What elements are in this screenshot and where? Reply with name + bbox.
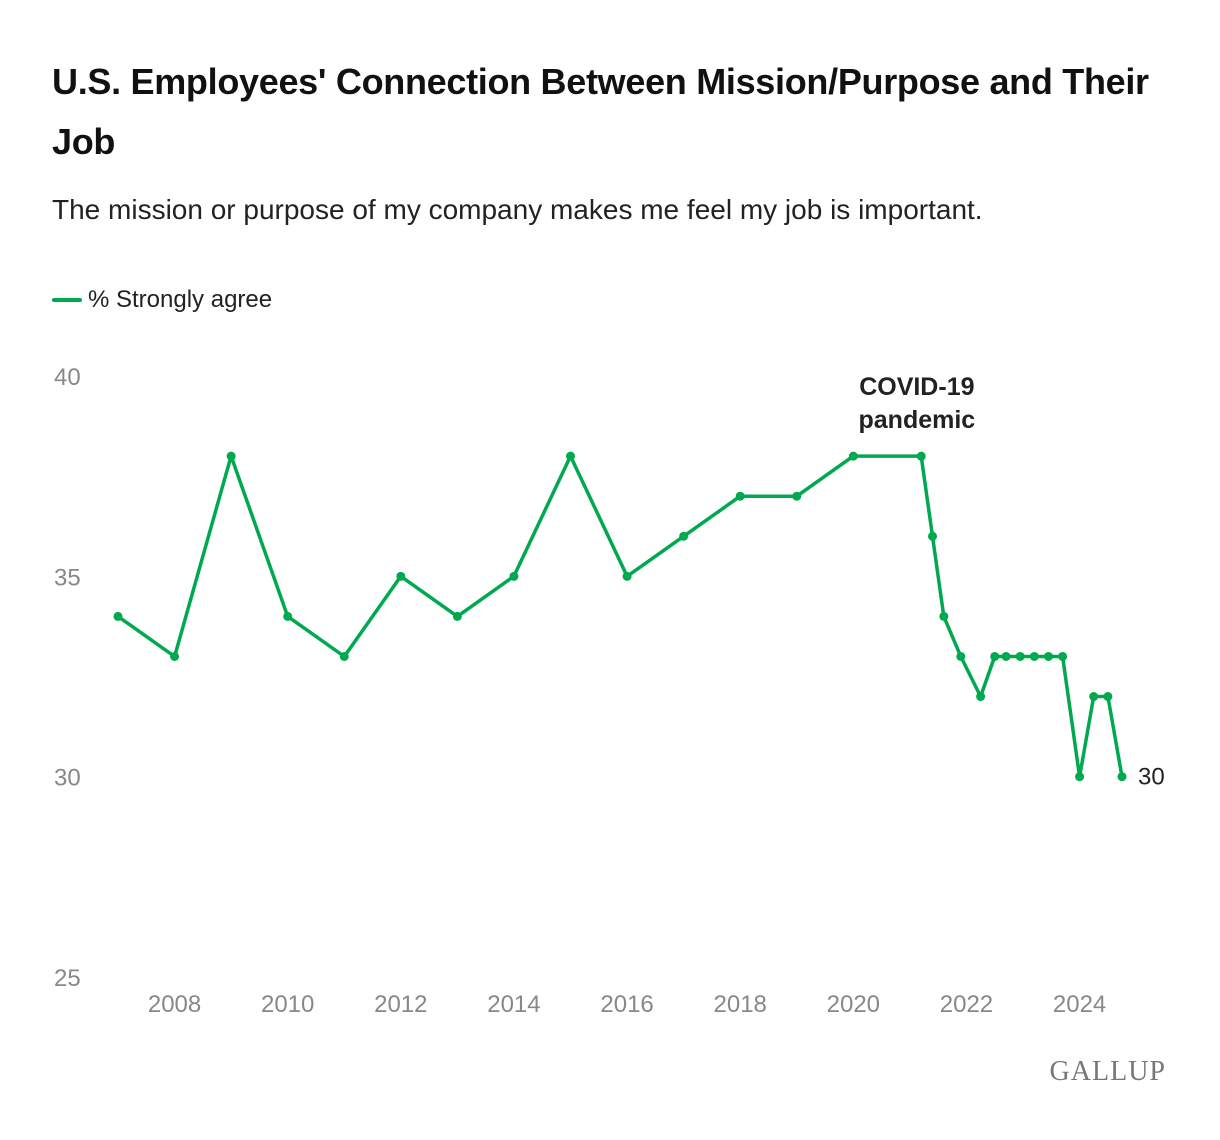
data-point [113,611,123,621]
data-point [283,611,293,621]
data-point [1075,772,1085,782]
data-point [956,651,966,661]
x-tick-label: 2022 [940,991,993,1018]
data-point [735,491,745,501]
annotation-line-1: COVID-19 [859,373,974,401]
x-tick-label: 2014 [487,991,540,1018]
data-point [990,651,1000,661]
data-point [226,451,236,461]
y-tick-label: 30 [54,765,81,792]
y-tick-label: 35 [54,564,81,591]
data-point [509,571,519,581]
y-tick-label: 40 [54,364,81,391]
annotation-line-2: pandemic [859,406,976,434]
data-point [976,692,986,702]
series-line [116,454,1124,779]
data-point [1117,772,1127,782]
data-point [622,571,632,581]
data-point [339,651,349,661]
gallup-logo: GALLUP [1049,1056,1166,1087]
x-tick-label: 2024 [1053,991,1106,1018]
data-point [679,531,689,541]
data-point [566,451,576,461]
x-tick-label: 2020 [827,991,880,1018]
legend-label: % Strongly agree [88,286,273,313]
data-point [1043,651,1053,661]
data-point [1089,692,1099,702]
data-point [928,531,938,541]
x-tick-label: 2010 [261,991,314,1018]
data-point [1001,651,1011,661]
chart-title: U.S. Employees' Connection Between Missi… [52,61,1149,162]
x-tick-label: 2008 [148,991,201,1018]
x-tick-label: 2012 [374,991,427,1018]
legend: % Strongly agree [52,286,272,314]
data-point [170,651,180,661]
x-axis: 2008 2010 2012 2014 2016 2018 2020 2022 2024 [148,991,1106,1018]
data-point [939,611,949,621]
x-tick-label: 2018 [714,991,767,1018]
end-value-label: 30 [1138,764,1165,791]
data-point [1103,692,1113,702]
x-tick-label: 2016 [600,991,653,1018]
data-point [848,451,858,461]
legend-swatch [52,298,82,302]
chart-subtitle: The mission or purpose of my company mak… [52,194,983,225]
data-point [1029,651,1039,661]
annotation-layer: COVID-19 pandemic 30 [859,373,1165,791]
data-point [396,571,406,581]
data-point [916,451,926,461]
data-point [1058,651,1068,661]
data-point [1015,651,1025,661]
y-tick-label: 25 [54,965,81,992]
data-point [792,491,802,501]
y-axis: 40 35 30 25 [54,364,81,992]
series-layer [113,451,1127,782]
data-point [452,611,462,621]
